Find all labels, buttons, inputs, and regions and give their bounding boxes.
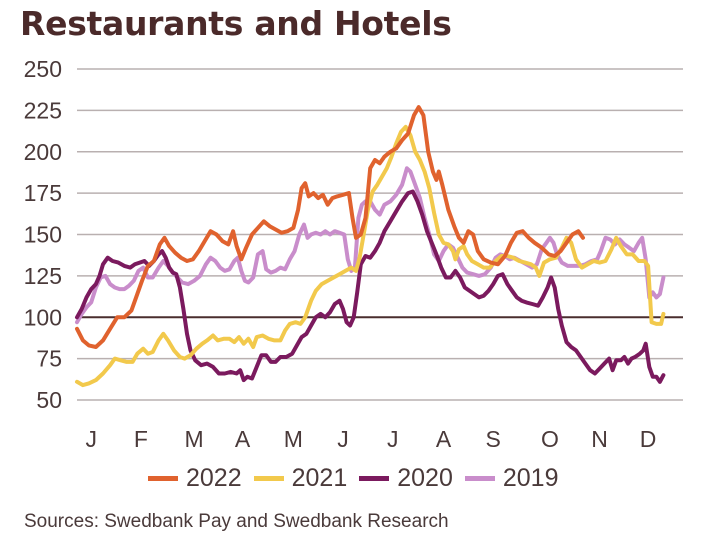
y-tick-label: 175 [24, 180, 62, 206]
y-tick-label: 50 [36, 387, 62, 413]
chart-title: Restaurants and Hotels [20, 4, 452, 43]
y-tick-label: 125 [24, 263, 62, 289]
x-tick-label: N [591, 426, 608, 452]
series-line-2019 [75, 166, 666, 325]
x-tick-label: A [436, 426, 452, 452]
y-tick-label: 75 [36, 346, 62, 372]
legend-label: 2021 [291, 464, 348, 492]
y-tick-label: 250 [24, 56, 62, 82]
x-tick-label: S [486, 426, 501, 452]
x-tick-label: M [184, 426, 203, 452]
line-chart: 250 225 200 175 150 125 100 75 50 J F M A M J J A S O N D [24, 56, 683, 452]
source-note: Sources: Swedbank Pay and Swedbank Resea… [24, 511, 449, 532]
legend-swatch [464, 476, 495, 481]
x-tick-label: O [541, 426, 559, 452]
y-tick-label: 225 [24, 97, 62, 123]
series-line-2020 [75, 189, 666, 384]
legend-swatch [359, 476, 390, 481]
x-tick-label: J [387, 426, 399, 452]
x-tick-label: J [85, 426, 97, 452]
y-tick-label: 150 [24, 222, 62, 248]
x-tick-label: D [640, 426, 657, 452]
legend-item-2020: 2020 [359, 464, 453, 493]
x-tick-label: J [337, 426, 349, 452]
legend: 2022 2021 2020 2019 [148, 464, 571, 493]
legend-item-2022: 2022 [148, 464, 242, 493]
legend-label: 2020 [397, 464, 453, 492]
legend-swatch [148, 476, 178, 481]
series-lines [75, 105, 666, 388]
x-tick-label: M [284, 426, 303, 452]
legend-label: 2022 [186, 464, 242, 492]
x-tick-label: A [235, 426, 251, 452]
x-tick-label: F [134, 426, 148, 452]
legend-item-2019: 2019 [464, 464, 559, 493]
legend-label: 2019 [502, 464, 559, 492]
y-tick-label: 100 [24, 304, 62, 330]
legend-swatch [253, 476, 284, 481]
y-axis-ticks: 250 225 200 175 150 125 100 75 50 [24, 56, 62, 413]
legend-item-2021: 2021 [253, 464, 348, 493]
grid-lines [77, 68, 683, 401]
series-line-2022 [75, 105, 585, 349]
y-tick-label: 200 [24, 139, 62, 165]
